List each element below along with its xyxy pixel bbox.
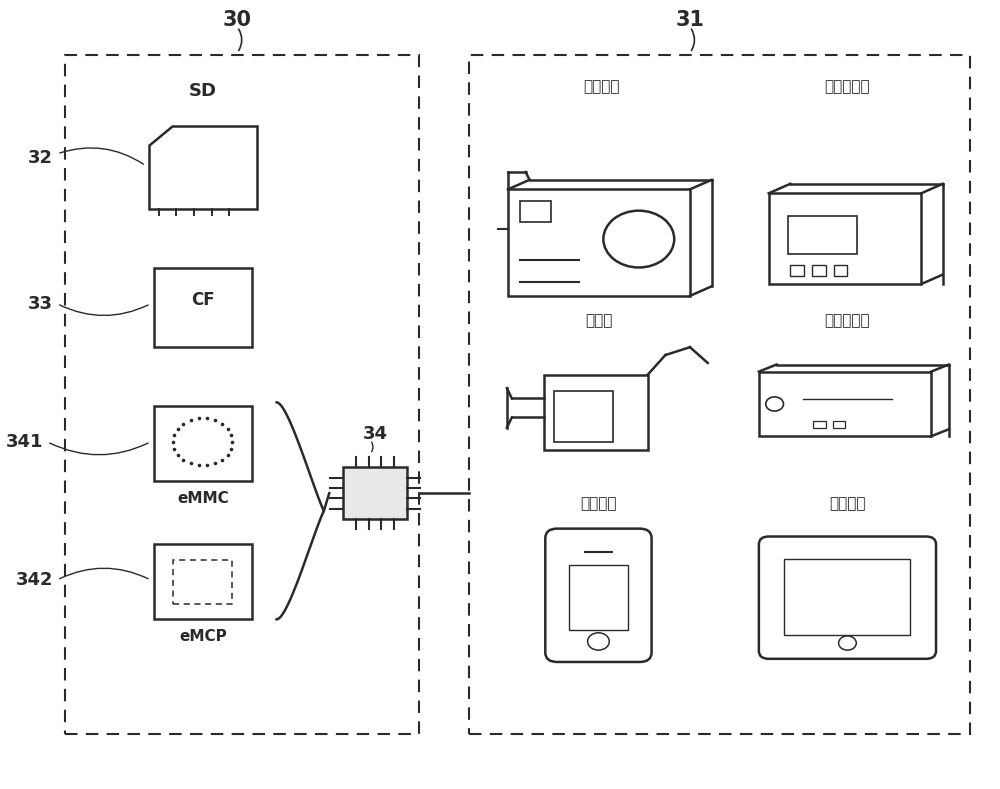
Bar	[784, 559, 910, 635]
Text: 音频播放器: 音频播放器	[825, 79, 870, 95]
Bar	[544, 375, 648, 450]
Bar	[790, 265, 804, 276]
FancyBboxPatch shape	[759, 537, 936, 659]
Bar	[769, 193, 921, 284]
Bar	[812, 265, 826, 276]
Text: 数码相机: 数码相机	[583, 79, 620, 95]
Bar	[343, 467, 407, 519]
Bar	[554, 391, 613, 442]
Circle shape	[603, 211, 674, 267]
Bar	[759, 372, 931, 436]
Text: 摄影机: 摄影机	[585, 313, 612, 329]
Bar	[154, 544, 252, 619]
Circle shape	[588, 633, 609, 650]
Text: SD: SD	[189, 82, 217, 99]
Bar	[65, 55, 419, 734]
Text: eMCP: eMCP	[179, 629, 227, 645]
Bar	[173, 560, 232, 604]
Bar	[469, 55, 970, 734]
Bar	[834, 265, 847, 276]
Text: 30: 30	[223, 9, 252, 30]
Text: 平板电脑: 平板电脑	[829, 495, 866, 511]
Text: 341: 341	[6, 433, 43, 451]
Text: 通讯装置: 通讯装置	[580, 495, 617, 511]
Text: 32: 32	[28, 149, 53, 166]
Bar	[569, 565, 628, 630]
Bar	[154, 268, 252, 347]
Bar	[788, 216, 857, 254]
Text: 342: 342	[16, 571, 53, 589]
Bar	[813, 421, 826, 428]
Bar	[833, 421, 845, 428]
Text: CF: CF	[191, 291, 215, 308]
Text: 34: 34	[363, 424, 388, 443]
Text: 33: 33	[28, 295, 53, 312]
Circle shape	[839, 636, 856, 650]
Text: eMMC: eMMC	[177, 491, 229, 507]
Circle shape	[766, 397, 783, 411]
Text: 视频播放器: 视频播放器	[825, 313, 870, 329]
FancyBboxPatch shape	[545, 529, 652, 662]
Bar	[508, 189, 690, 296]
Bar	[520, 201, 551, 222]
Polygon shape	[149, 126, 257, 209]
Bar	[154, 406, 252, 481]
Text: 31: 31	[675, 9, 704, 30]
